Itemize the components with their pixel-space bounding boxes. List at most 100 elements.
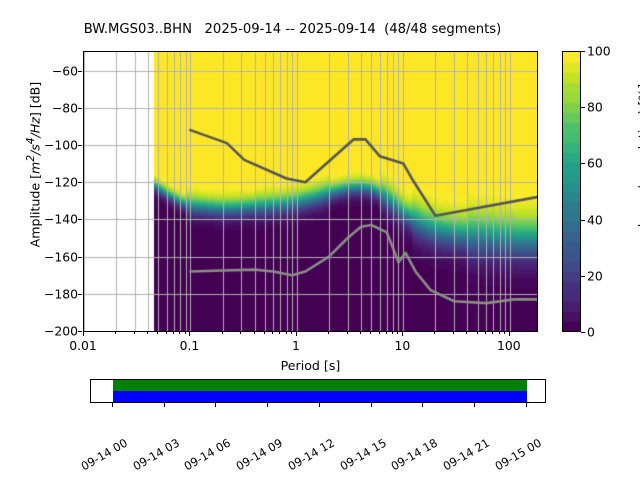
x-axis-tick-mark — [508, 332, 510, 336]
y-axis-tick-label: −160 — [43, 249, 78, 265]
x-axis-tick-mark — [492, 332, 494, 335]
y-axis-tick-mark — [78, 331, 82, 332]
colorbar-tick-label: 60 — [587, 155, 603, 171]
timeline-tick-label: 09-14 15 — [337, 435, 389, 474]
y-axis-tick-mark — [78, 70, 82, 72]
timeline-tick-label: 09-14 12 — [285, 435, 337, 474]
x-axis-tick-mark — [498, 332, 500, 335]
x-axis-tick-mark — [133, 332, 135, 335]
y-axis-tick-mark — [78, 293, 82, 295]
colorbar-tick-label: 20 — [587, 268, 603, 284]
x-axis-tick-mark — [189, 332, 191, 336]
x-axis-tick-mark — [291, 332, 293, 335]
colorbar-tick-mark — [581, 51, 585, 52]
timeline-tick-mark — [267, 403, 269, 407]
x-axis-tick-label: 1 — [291, 338, 300, 353]
x-axis-tick-mark — [253, 332, 255, 335]
x-axis-tick-mark — [279, 332, 281, 335]
timeline-tick-label: 09-14 00 — [78, 435, 130, 474]
x-axis-tick-mark — [165, 332, 167, 335]
colorbar-gradient — [563, 52, 580, 331]
x-axis-tick-mark — [179, 332, 181, 335]
timeline-tick-label: 09-14 06 — [181, 435, 234, 474]
timeline-tick-mark — [370, 403, 372, 407]
timeline-ticks: 09-14 00 09-14 03 09-14 06 09-14 09 09-14 12… — [78, 403, 546, 473]
x-axis-tick-mark — [402, 332, 404, 336]
noise-model-curves — [84, 52, 537, 331]
x-axis-tick-mark — [147, 332, 149, 335]
timeline-tick-mark — [163, 403, 165, 407]
timeline-tick-label: 09-14 18 — [388, 435, 441, 474]
x-axis-tick-mark — [485, 332, 487, 335]
x-axis-tick-mark — [295, 332, 297, 336]
timeline-tick-label: 09-14 03 — [130, 435, 182, 474]
x-axis-tick-mark — [285, 332, 287, 335]
x-axis-tick-mark — [327, 332, 329, 335]
y-axis-tick-label: −200 — [43, 323, 78, 339]
y-axis-ticks: −60 −80 −100 −120 −140 −160 −180 −200 — [26, 51, 82, 339]
x-axis-tick-mark — [466, 332, 468, 335]
data-coverage-bar — [112, 380, 527, 391]
timeline-plot-area — [90, 379, 546, 403]
x-axis-tick-mark — [385, 332, 387, 335]
y-axis-label: Amplitude [m2/s4/Hz] [dB] — [25, 81, 43, 248]
x-axis-tick-mark — [378, 332, 380, 335]
colorbar-tick-label: 0 — [587, 324, 595, 340]
y-axis-tick-mark — [78, 145, 82, 146]
x-axis-tick-label: 10 — [394, 338, 411, 353]
y-axis-tick-mark — [78, 107, 82, 109]
colorbar-tick-label: 40 — [587, 212, 603, 228]
x-axis-label: Period [s] — [280, 358, 341, 373]
colorbar-tick-mark — [581, 275, 585, 277]
timeline-tick-mark — [422, 403, 424, 407]
y-axis-tick-label: −140 — [43, 211, 78, 227]
colorbar-tick-label: 80 — [587, 99, 603, 115]
timeline-tick-mark — [111, 403, 113, 407]
y-axis-tick-label: −60 — [51, 63, 78, 79]
colorbar-tick-mark — [581, 107, 585, 109]
y-axis-tick-label: −180 — [43, 286, 78, 302]
x-axis-tick-mark — [476, 332, 478, 335]
x-axis-tick-mark — [172, 332, 174, 335]
x-axis-tick-mark — [240, 332, 242, 335]
x-axis-tick-mark — [221, 332, 223, 335]
colorbar-tick-mark — [581, 332, 585, 333]
x-axis-tick-label: 0.1 — [179, 338, 200, 353]
colorbar — [562, 51, 581, 332]
x-axis-tick-mark — [370, 332, 372, 335]
y-axis-tick-label: −100 — [43, 137, 78, 153]
x-axis-tick-mark — [184, 332, 186, 335]
x-axis-ticks: 0.01 0.1 1 10 100 — [69, 332, 538, 362]
x-axis-tick-label: 100 — [496, 338, 521, 353]
x-axis-tick-mark — [157, 332, 159, 335]
timeline-tick-mark — [474, 403, 476, 407]
x-axis-tick-mark — [503, 332, 505, 335]
timeline-tick-mark — [525, 403, 527, 407]
x-axis-tick-mark — [360, 332, 361, 335]
x-axis-tick-mark — [397, 332, 399, 335]
x-axis-tick-mark — [392, 332, 394, 335]
ppsd-plot-area — [83, 51, 538, 332]
colorbar-label: non-exceedance (cumulative) [%] — [635, 83, 640, 298]
colorbar-tick-label: 100 — [587, 43, 611, 59]
x-axis-tick-mark — [263, 332, 265, 335]
timeline-tick-mark — [215, 403, 217, 407]
colorbar-tick-mark — [581, 219, 585, 221]
x-axis-tick-mark — [83, 332, 84, 336]
timeline-tick-label: 09-14 21 — [440, 435, 492, 474]
x-axis-tick-mark — [453, 332, 455, 335]
x-axis-tick-mark — [115, 332, 117, 335]
x-axis-tick-mark — [434, 332, 436, 335]
y-axis-tick-label: −120 — [43, 174, 78, 190]
y-axis-tick-mark — [78, 256, 82, 258]
y-axis-tick-mark — [78, 182, 82, 184]
x-axis-tick-mark — [346, 332, 348, 335]
x-axis-tick-label: 0.01 — [69, 338, 97, 353]
timeline-tick-mark — [318, 403, 320, 407]
x-axis-tick-mark — [272, 332, 274, 335]
colorbar-ticks: 0 20 40 60 80 100 — [581, 44, 621, 340]
y-axis-tick-label: −80 — [51, 100, 78, 116]
y-axis-tick-mark — [78, 219, 82, 221]
page-title: BW.MGS03..BHN 2025-09-14 -- 2025-09-14 (… — [83, 22, 502, 37]
